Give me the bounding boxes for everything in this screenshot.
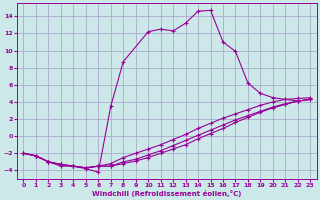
X-axis label: Windchill (Refroidissement éolien,°C): Windchill (Refroidissement éolien,°C) <box>92 190 242 197</box>
